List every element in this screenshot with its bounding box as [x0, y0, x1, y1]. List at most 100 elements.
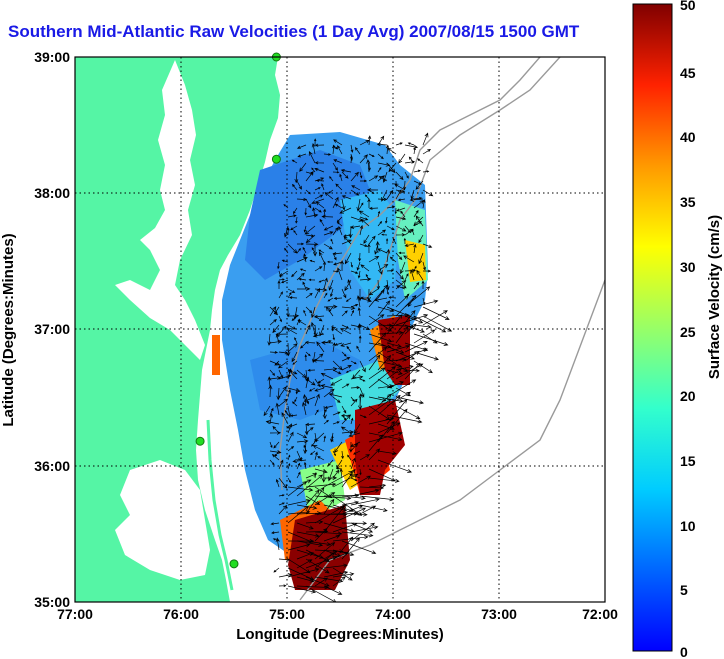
velocity-arrow	[295, 387, 299, 395]
velocity-arrow	[341, 239, 352, 245]
velocity-arrow	[332, 342, 336, 353]
velocity-arrow	[299, 342, 307, 349]
velocity-arrow	[404, 286, 431, 308]
velocity-arrow	[318, 249, 325, 254]
velocity-arrow	[341, 383, 350, 389]
velocity-arrow	[287, 423, 293, 434]
velocity-arrow	[341, 414, 351, 425]
velocity-arrow	[273, 567, 280, 573]
velocity-arrow	[368, 175, 379, 182]
velocity-arrow	[386, 162, 396, 174]
velocity-arrow	[413, 281, 420, 290]
velocity-arrow	[341, 171, 349, 179]
velocity-arrow	[341, 430, 355, 435]
velocity-arrow	[272, 538, 280, 542]
velocity-arrow	[268, 384, 273, 398]
velocity-arrow	[377, 248, 388, 254]
velocity-arrow	[287, 389, 291, 398]
velocity-arrow	[278, 315, 282, 323]
velocity-arrow	[335, 183, 343, 191]
velocity-arrow	[309, 259, 316, 263]
pamlico-sound	[115, 460, 210, 580]
velocity-arrow	[359, 485, 385, 490]
velocity-arrow	[287, 214, 297, 218]
velocity-arrow	[368, 477, 400, 483]
velocity-arrow	[292, 360, 298, 365]
velocity-arrow	[336, 221, 343, 227]
velocity-arrow	[418, 234, 424, 244]
velocity-arrow	[297, 153, 307, 158]
velocity-arrow	[332, 535, 369, 542]
velocity-arrow	[404, 268, 417, 273]
velocity-arrow	[368, 354, 381, 371]
latitude-ticks: 39:00 38:00 37:00 36:00 35:00	[34, 49, 70, 610]
velocity-arrow	[287, 405, 292, 418]
velocity-arrow	[316, 179, 325, 183]
velocity-arrow	[350, 303, 359, 308]
velocity-arrow	[314, 468, 328, 474]
velocity-arrow	[416, 269, 424, 281]
velocity-arrow	[278, 278, 285, 281]
velocity-arrow	[327, 260, 334, 264]
velocity-arrow	[305, 189, 311, 195]
velocity-arrow	[341, 195, 352, 200]
velocity-arrow	[395, 233, 406, 237]
colorbar-tick-label: 50	[680, 0, 696, 13]
velocity-arrow	[368, 346, 388, 362]
velocity-arrow	[413, 243, 417, 254]
lon-tick-label: 73:00	[481, 606, 517, 622]
velocity-arrow	[332, 469, 340, 479]
velocity-arrow	[272, 324, 280, 334]
velocity-arrow	[394, 207, 397, 215]
velocity-arrow	[314, 451, 318, 461]
velocity-arrow	[330, 238, 334, 245]
velocity-arrow	[296, 474, 324, 497]
velocity-arrow	[341, 495, 366, 501]
velocity-arrow	[290, 414, 298, 417]
velocity-arrow	[296, 462, 301, 470]
velocity-arrow	[368, 434, 384, 452]
velocity-arrow	[340, 260, 344, 272]
velocity-arrow	[314, 266, 323, 272]
velocity-arrow	[349, 155, 353, 164]
velocity-arrow	[359, 454, 370, 461]
velocity-arrow	[323, 585, 343, 595]
lon-tick-label: 77:00	[57, 606, 93, 622]
velocity-arrow	[314, 143, 325, 147]
velocity-arrow	[367, 198, 371, 208]
velocity-arrow	[377, 197, 388, 202]
velocity-arrow	[346, 345, 352, 353]
velocity-arrow	[350, 475, 371, 488]
velocity-arrow	[323, 367, 338, 372]
velocity-arrow	[368, 332, 387, 353]
velocity-arrow	[415, 180, 424, 190]
velocity-arrow	[386, 314, 403, 335]
velocity-arrow	[314, 387, 325, 392]
velocity-arrow	[365, 273, 370, 281]
velocity-arrow	[368, 153, 375, 157]
velocity-arrow	[269, 441, 273, 449]
velocity-arrow	[263, 405, 271, 417]
velocity-arrow	[407, 142, 415, 146]
velocity-arrow	[286, 327, 298, 335]
velocity-arrow	[294, 396, 298, 403]
velocity-arrow	[303, 253, 307, 263]
lat-tick-label: 36:00	[34, 458, 70, 474]
velocity-arrow	[350, 261, 353, 268]
velocity-arrow	[398, 251, 406, 255]
velocity-arrow	[324, 405, 334, 409]
velocity-arrow	[386, 414, 423, 424]
velocity-arrow	[307, 368, 316, 372]
velocity-arrow	[305, 198, 312, 209]
velocity-arrow	[395, 216, 407, 221]
velocity-arrow	[377, 210, 381, 218]
velocity-arrow	[333, 261, 343, 266]
velocity-arrow	[332, 450, 336, 457]
velocity-arrow	[350, 417, 354, 425]
velocity-arrow	[350, 309, 354, 317]
velocity-arrow	[329, 288, 334, 298]
velocity-arrow	[303, 444, 307, 452]
velocity-arrow	[269, 360, 281, 366]
velocity-arrow	[298, 277, 307, 281]
velocity-arrow	[269, 350, 279, 354]
